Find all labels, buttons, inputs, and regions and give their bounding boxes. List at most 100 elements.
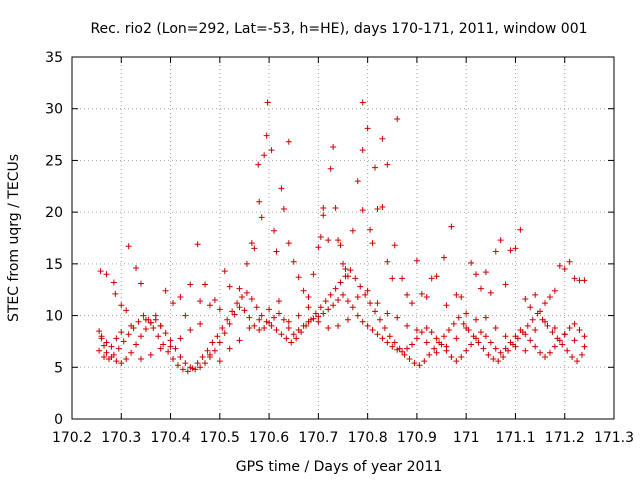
data-point: [505, 347, 512, 354]
data-point: [325, 306, 332, 313]
data-point: [369, 327, 376, 334]
data-point: [113, 358, 120, 365]
data-point: [441, 333, 448, 340]
data-point: [522, 296, 529, 303]
data-point: [367, 300, 374, 307]
data-point: [243, 289, 250, 296]
y-tick-label: 25: [45, 153, 63, 169]
data-point: [177, 353, 184, 360]
data-point: [369, 240, 376, 247]
data-point: [179, 366, 186, 373]
data-point: [571, 337, 578, 344]
data-point: [532, 343, 539, 350]
data-point: [354, 178, 361, 185]
data-point: [103, 349, 110, 356]
data-point: [492, 345, 499, 352]
data-point: [359, 99, 366, 106]
data-point: [226, 345, 233, 352]
data-point: [379, 203, 386, 210]
data-point: [165, 348, 172, 355]
data-point: [206, 302, 213, 309]
data-point: [352, 275, 359, 282]
data-point: [243, 260, 250, 267]
data-point: [487, 339, 494, 346]
data-point: [145, 316, 152, 323]
data-point: [194, 360, 201, 367]
data-point: [455, 314, 462, 321]
data-point: [413, 257, 420, 264]
data-point: [359, 318, 366, 325]
x-axis-label: GPS time / Days of year 2011: [236, 459, 443, 475]
data-point: [320, 205, 327, 212]
data-point: [497, 237, 504, 244]
data-point: [381, 324, 388, 331]
data-point: [561, 331, 568, 338]
data-point: [404, 345, 411, 352]
data-point: [404, 322, 411, 329]
data-point: [492, 324, 499, 331]
data-point: [492, 248, 499, 255]
grid-lines: [72, 57, 614, 419]
data-point: [376, 316, 383, 323]
data-point: [406, 356, 413, 363]
data-point: [542, 318, 549, 325]
y-axis-label: STEC from uqrg / TECUs: [6, 154, 22, 322]
data-point: [133, 264, 140, 271]
data-point: [315, 318, 322, 325]
data-point: [118, 360, 125, 367]
data-point: [344, 316, 351, 323]
data-point: [322, 298, 329, 305]
data-point: [162, 287, 169, 294]
data-point: [330, 143, 337, 150]
data-point: [133, 341, 140, 348]
data-point: [340, 260, 346, 267]
data-point: [578, 351, 585, 358]
data-point: [211, 347, 218, 354]
data-point: [379, 335, 386, 342]
data-point: [253, 304, 260, 311]
data-point: [137, 280, 144, 287]
data-point: [255, 161, 262, 168]
data-point: [340, 291, 346, 298]
data-point: [177, 293, 184, 300]
data-point: [147, 319, 154, 326]
data-point: [458, 293, 465, 300]
data-point: [197, 364, 204, 371]
data-point: [391, 339, 398, 346]
data-point: [246, 324, 253, 331]
data-point: [374, 206, 381, 213]
data-point: [295, 312, 302, 319]
data-point: [285, 318, 292, 325]
data-point: [216, 306, 223, 313]
data-point: [571, 320, 578, 327]
data-point: [263, 132, 270, 139]
data-point: [389, 275, 396, 282]
data-point: [278, 331, 285, 338]
data-point: [170, 356, 177, 363]
data-point: [468, 341, 475, 348]
data-point: [359, 147, 366, 154]
data-point: [320, 310, 327, 317]
data-point: [110, 351, 117, 358]
data-point: [364, 125, 371, 132]
data-point: [342, 266, 349, 273]
data-point: [312, 310, 319, 317]
data-point: [123, 307, 130, 314]
data-point: [248, 240, 255, 247]
data-point: [174, 362, 181, 369]
data-point: [285, 324, 292, 331]
data-point: [204, 347, 211, 354]
data-point: [221, 268, 228, 275]
data-point: [172, 345, 179, 352]
data-point: [238, 293, 245, 300]
x-tick-label: 171.3: [594, 430, 634, 446]
y-tick-label: 0: [54, 412, 63, 428]
data-point: [527, 337, 534, 344]
data-point: [500, 353, 507, 360]
data-point: [236, 304, 243, 311]
data-point: [305, 293, 312, 300]
data-point: [162, 330, 169, 337]
data-point: [534, 310, 541, 317]
data-point: [128, 322, 135, 329]
data-point: [482, 333, 489, 340]
